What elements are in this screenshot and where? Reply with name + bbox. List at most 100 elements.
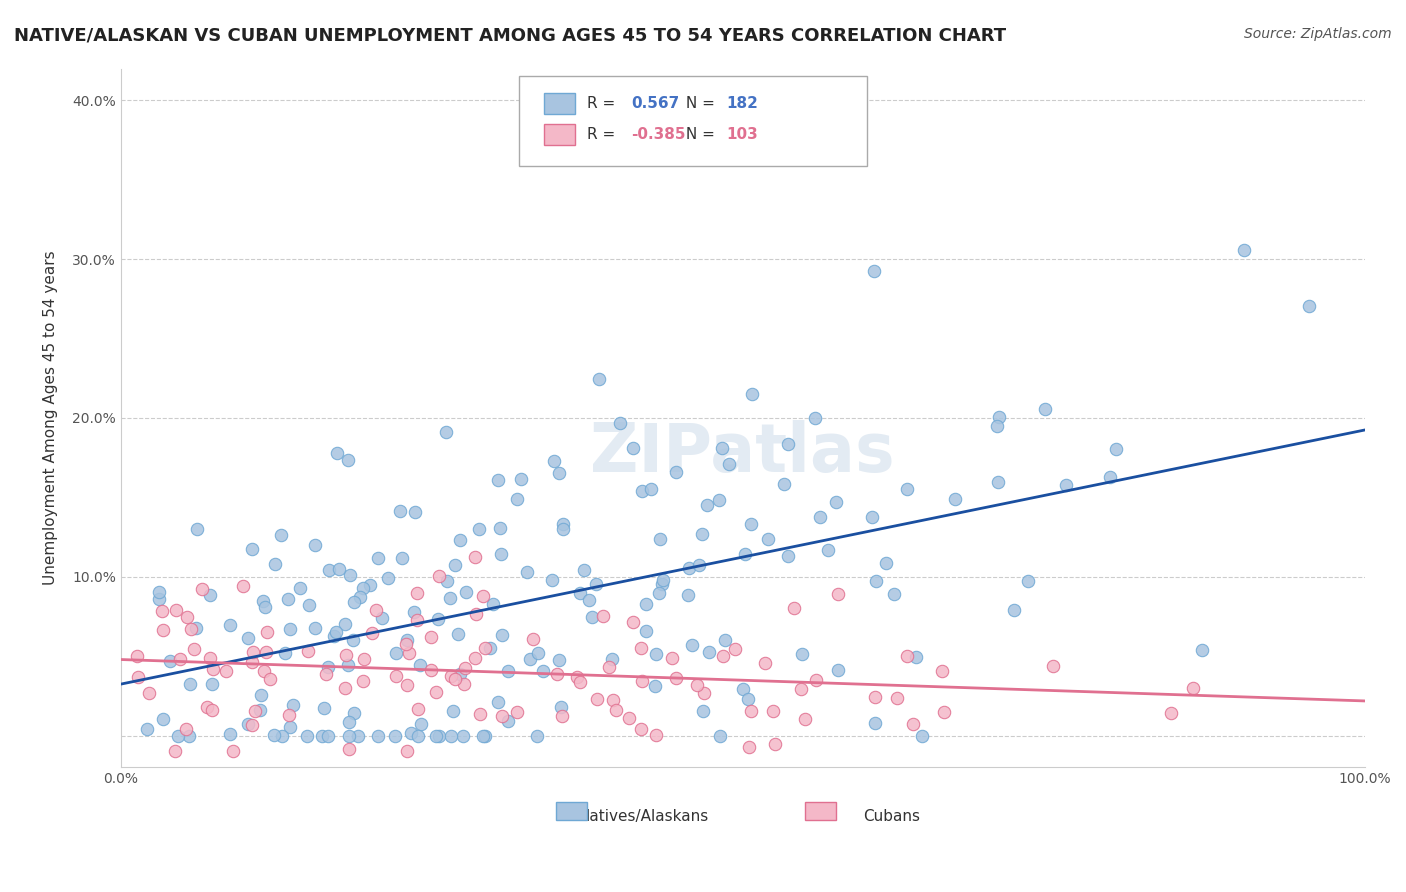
Point [886, 691, 908, 706]
Point [565, 670, 588, 684]
Point [1160, 706, 1182, 721]
Point [1042, 658, 1064, 673]
Point [468, 523, 491, 537]
Point [259, 672, 281, 686]
Point [152, 623, 174, 637]
Point [152, 712, 174, 726]
Point [586, 692, 609, 706]
Point [734, 547, 756, 561]
Point [506, 491, 529, 506]
Point [441, 704, 464, 718]
Point [1002, 603, 1025, 617]
Point [863, 716, 886, 731]
Point [640, 482, 662, 496]
Point [1054, 478, 1077, 492]
Point [404, 605, 426, 619]
Point [905, 649, 928, 664]
Point [491, 548, 513, 562]
Point [271, 729, 294, 743]
Point [198, 650, 221, 665]
Point [337, 453, 360, 467]
Text: 103: 103 [727, 128, 758, 143]
Point [304, 538, 326, 552]
Text: Cubans: Cubans [863, 809, 921, 824]
Point [543, 454, 565, 468]
Point [440, 669, 463, 683]
Point [240, 542, 263, 557]
Text: 0.567: 0.567 [631, 96, 679, 111]
Point [762, 704, 785, 718]
Point [353, 652, 375, 666]
Point [756, 532, 779, 546]
Point [316, 660, 339, 674]
Point [605, 702, 627, 716]
Text: N =: N = [681, 96, 720, 111]
Point [366, 603, 388, 617]
Point [337, 729, 360, 743]
Point [569, 586, 592, 600]
Point [1191, 642, 1213, 657]
Point [297, 644, 319, 658]
Point [236, 716, 259, 731]
Point [396, 744, 419, 758]
Point [644, 648, 666, 662]
Point [825, 494, 848, 508]
Point [621, 615, 644, 630]
Point [740, 704, 762, 718]
Point [436, 574, 458, 588]
Point [547, 466, 569, 480]
Point [385, 646, 408, 660]
Point [449, 533, 471, 547]
Point [274, 646, 297, 660]
FancyBboxPatch shape [519, 76, 868, 166]
FancyBboxPatch shape [544, 93, 575, 114]
Point [254, 644, 277, 658]
Point [159, 654, 181, 668]
Point [636, 597, 658, 611]
Point [602, 693, 624, 707]
Point [693, 686, 716, 700]
Point [598, 659, 620, 673]
Text: R =: R = [588, 128, 620, 143]
Point [754, 656, 776, 670]
Point [1098, 469, 1121, 483]
Point [201, 662, 224, 676]
Point [740, 516, 762, 531]
Point [630, 722, 652, 736]
Point [176, 609, 198, 624]
Point [661, 651, 683, 665]
Point [316, 729, 339, 743]
Point [385, 668, 408, 682]
Point [506, 705, 529, 719]
Point [177, 729, 200, 743]
Point [264, 558, 287, 572]
Point [176, 722, 198, 736]
Point [343, 595, 366, 609]
Point [219, 727, 242, 741]
Point [439, 591, 461, 606]
Point [1017, 574, 1039, 588]
Point [711, 441, 734, 455]
Point [252, 594, 274, 608]
Point [474, 641, 496, 656]
Point [335, 648, 357, 663]
Point [630, 641, 652, 656]
Point [541, 573, 564, 587]
Point [277, 591, 299, 606]
Point [903, 717, 925, 731]
Point [665, 465, 688, 479]
Point [167, 729, 190, 743]
Point [648, 532, 671, 546]
Point [263, 728, 285, 742]
Point [491, 628, 513, 642]
Point [578, 593, 600, 607]
Point [191, 582, 214, 596]
Point [398, 646, 420, 660]
Point [396, 678, 419, 692]
Point [472, 729, 495, 743]
Point [733, 681, 755, 696]
Point [943, 492, 966, 507]
Point [318, 562, 340, 576]
Point [636, 624, 658, 639]
Point [516, 565, 538, 579]
